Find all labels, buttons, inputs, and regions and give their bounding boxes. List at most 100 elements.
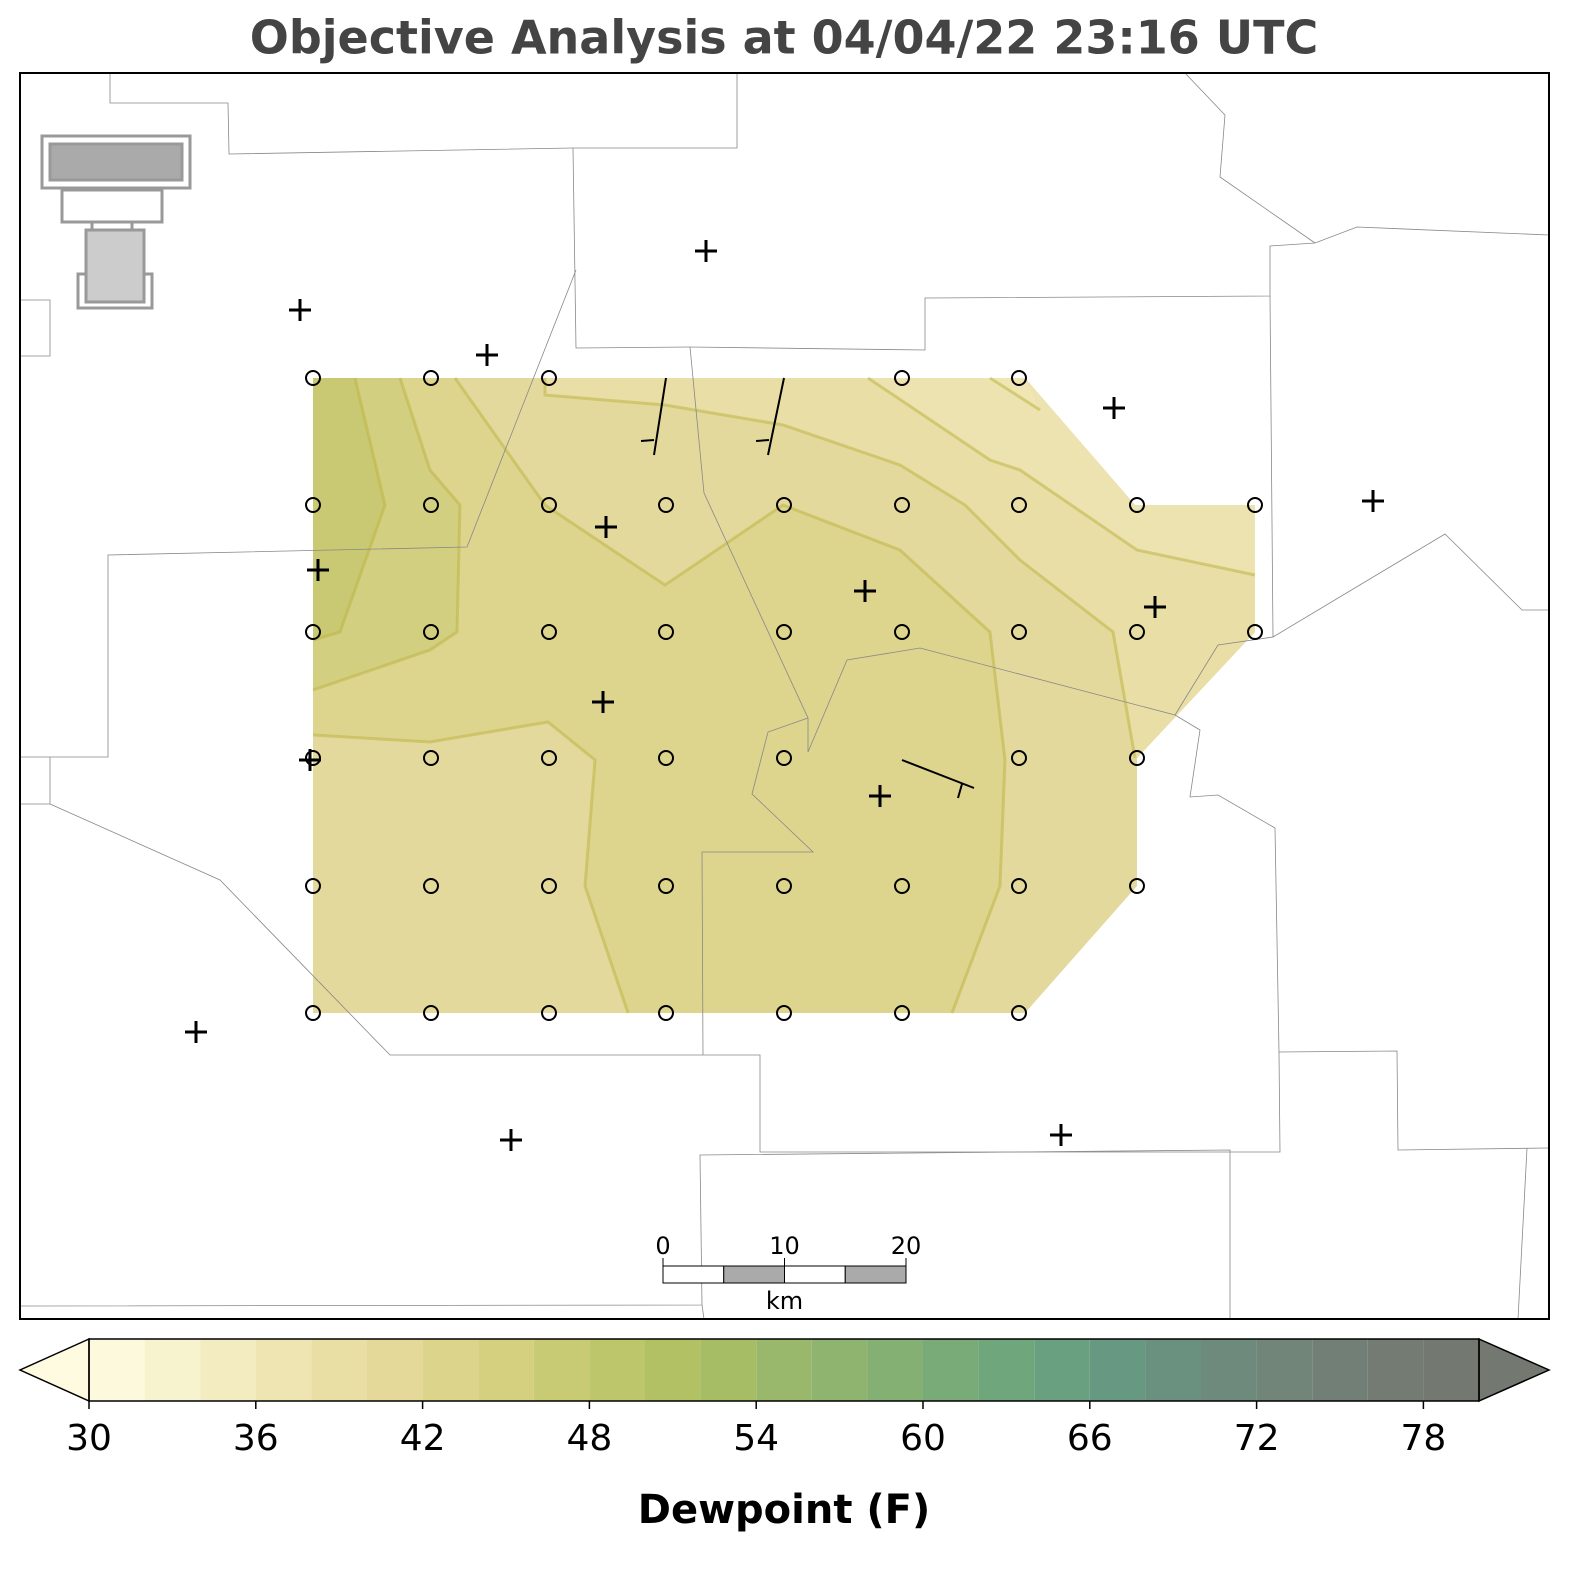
grid-point	[658, 750, 674, 766]
grid-point	[894, 624, 910, 640]
scale-tick-label: 0	[655, 1232, 670, 1260]
colorbar-bin	[645, 1339, 701, 1401]
station-marker	[869, 785, 891, 807]
colorbar-tick-label: 60	[900, 1418, 946, 1459]
grid-point	[305, 370, 321, 386]
station-marker	[695, 240, 717, 262]
colorbar-bin	[811, 1339, 868, 1401]
colorbar-extend-low	[18, 1337, 90, 1403]
grid-point	[894, 878, 910, 894]
grid-point	[776, 497, 792, 513]
scale-tick-label: 20	[891, 1232, 922, 1260]
grid-point	[894, 370, 910, 386]
grid-point	[1011, 624, 1027, 640]
grid-point	[541, 497, 557, 513]
grid-point	[541, 370, 557, 386]
grid-point	[658, 878, 674, 894]
station-marker	[299, 749, 321, 771]
grid-point	[658, 624, 674, 640]
grid-point	[423, 750, 439, 766]
station-marker	[1362, 490, 1384, 512]
station-marker	[595, 516, 617, 538]
grid-point	[1011, 750, 1027, 766]
grid-point	[1247, 624, 1263, 640]
colorbar-tick-label: 36	[233, 1418, 279, 1459]
colorbar-bin	[700, 1339, 757, 1401]
grid-point	[541, 624, 557, 640]
colorbar-extend-high	[1478, 1337, 1551, 1403]
colorbar-bin	[478, 1339, 534, 1401]
grid-point	[1011, 878, 1027, 894]
scale-segment	[844, 1265, 907, 1284]
station-marker	[1144, 596, 1166, 618]
scale-tick-label: 10	[769, 1232, 800, 1260]
grid-point	[305, 1005, 321, 1021]
colorbar-bin	[1256, 1339, 1313, 1401]
grid-point	[1011, 1005, 1027, 1021]
grid-point	[305, 750, 321, 766]
station-marker	[1050, 1124, 1072, 1146]
grid-point	[541, 750, 557, 766]
colorbar-bin	[89, 1339, 145, 1401]
grid-point	[541, 878, 557, 894]
grid-point	[1129, 878, 1145, 894]
colorbar-label: Dewpoint (F)	[638, 1487, 931, 1533]
colorbar-bin	[1423, 1339, 1479, 1401]
grid-point	[894, 1005, 910, 1021]
scale-segment	[662, 1265, 725, 1284]
grid-point	[776, 750, 792, 766]
map-frame	[19, 72, 1550, 1320]
station-marker	[854, 580, 876, 602]
grid-point	[776, 878, 792, 894]
station-marker	[185, 1021, 207, 1043]
grid-point	[1129, 750, 1145, 766]
grid-points	[185, 240, 1384, 1151]
colorbar-bin	[1312, 1339, 1368, 1401]
grid-point	[1129, 497, 1145, 513]
grid-point	[1247, 497, 1263, 513]
colorbar-bin	[1089, 1339, 1146, 1401]
station-marker	[1103, 397, 1125, 419]
station-marker	[476, 344, 498, 366]
grid-point	[894, 497, 910, 513]
colorbar-tick-label: 54	[733, 1418, 779, 1459]
grid-point	[423, 878, 439, 894]
colorbar-bin	[311, 1339, 367, 1401]
colorbar-bin	[1201, 1339, 1257, 1401]
colorbar: 30 36 42 48 54 60 66 72 78	[18, 1337, 1551, 1459]
grid-point	[776, 624, 792, 640]
scale-segment	[723, 1265, 785, 1284]
colorbar-bin	[367, 1339, 423, 1401]
title: Objective Analysis at 04/04/22 23:16 UTC	[250, 11, 1319, 65]
grid-point	[658, 1005, 674, 1021]
colorbar-bin	[978, 1339, 1035, 1401]
colorbar-tick-label: 42	[400, 1418, 446, 1459]
grid-point	[1129, 624, 1145, 640]
wind-barbs	[640, 377, 975, 799]
grid-point	[423, 370, 439, 386]
scale-bar: 0 10 20 km	[655, 1232, 921, 1315]
station-marker	[307, 559, 329, 581]
grid-point	[305, 497, 321, 513]
grid-point	[423, 497, 439, 513]
colorbar-bin	[255, 1339, 312, 1401]
colorbar-tick-label: 48	[566, 1418, 612, 1459]
colorbar-frame	[88, 1338, 1480, 1402]
logo	[40, 134, 192, 310]
station-marker	[500, 1129, 522, 1151]
scale-unit: km	[766, 1287, 803, 1315]
colorbar-tick-label: 66	[1067, 1418, 1113, 1459]
colorbar-bin	[200, 1339, 256, 1401]
grid-point	[658, 497, 674, 513]
station-marker	[289, 299, 311, 321]
scale-segment	[784, 1265, 846, 1284]
colorbar-bin	[1034, 1339, 1090, 1401]
grid-point	[1011, 370, 1027, 386]
colorbar-bin	[923, 1339, 979, 1401]
colorbar-bin	[867, 1339, 923, 1401]
grid-point	[305, 624, 321, 640]
colorbar-bin	[422, 1339, 479, 1401]
county-lines	[19, 72, 1550, 1320]
colorbar-bin	[144, 1339, 201, 1401]
